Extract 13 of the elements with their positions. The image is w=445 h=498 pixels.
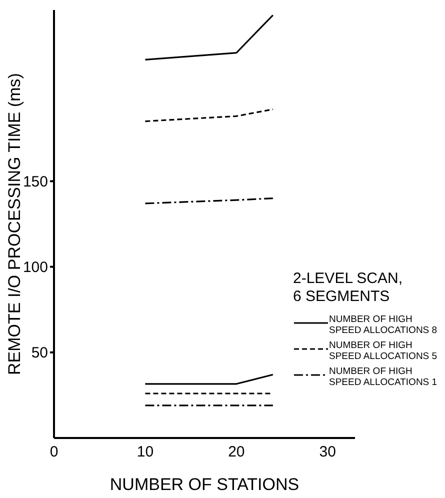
legend-label: NUMBER OF HIGH SPEED ALLOCATIONS 5 bbox=[329, 340, 438, 362]
x-axis-title: NUMBER OF STATIONS bbox=[110, 475, 300, 494]
y-axis-title: REMOTE I/O PROCESSING TIME (ms) bbox=[5, 73, 24, 375]
legend-label: NUMBER OF HIGH SPEED ALLOCATIONS 8 bbox=[329, 314, 438, 336]
x-tick-label: 20 bbox=[228, 444, 245, 461]
y-tick-label: 150 bbox=[22, 174, 48, 191]
legend-label: NUMBER OF HIGH SPEED ALLOCATIONS 1 bbox=[329, 366, 438, 388]
x-tick-label: 30 bbox=[319, 444, 336, 461]
y-tick-label: 50 bbox=[31, 344, 48, 362]
y-tick-label: 100 bbox=[22, 259, 48, 276]
x-tick-label: 10 bbox=[136, 444, 154, 461]
x-tick-label: 0 bbox=[50, 444, 58, 461]
legend-title: 2-LEVEL SCAN, 6 SEGMENTS bbox=[293, 270, 404, 306]
